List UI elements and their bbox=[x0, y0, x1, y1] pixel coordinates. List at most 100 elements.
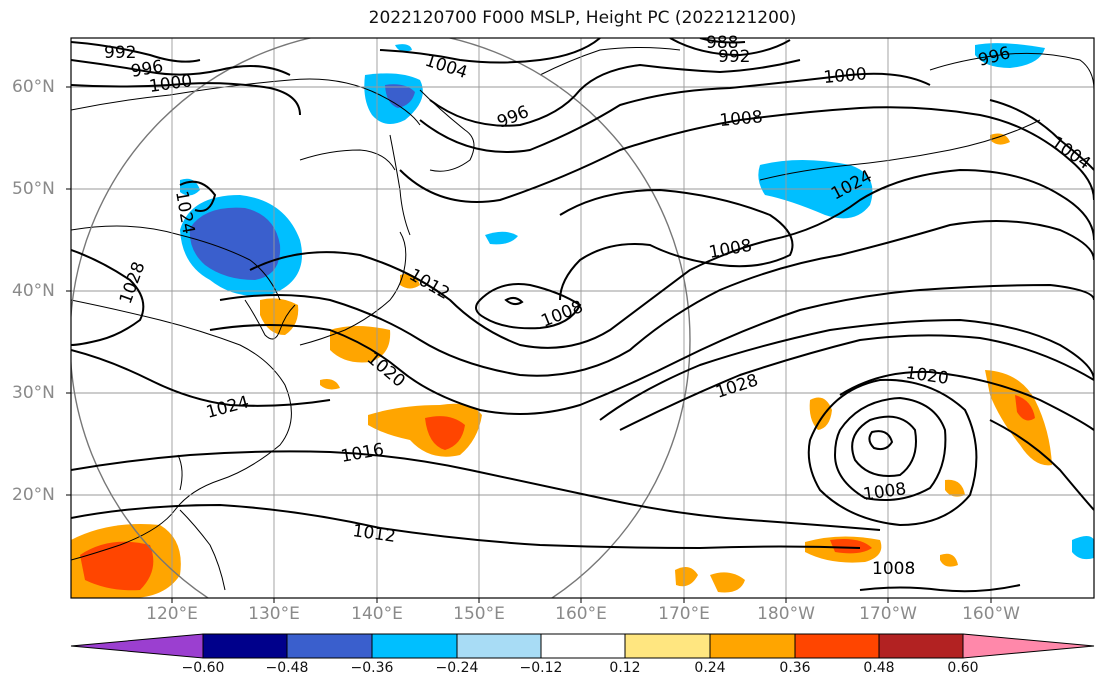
pos-anomaly-scs-core bbox=[80, 541, 154, 591]
neg-anomaly-small-1 bbox=[485, 231, 518, 245]
lon-label: 170°W bbox=[859, 604, 917, 624]
colorbar-extend-high bbox=[962, 633, 1095, 659]
colorbar bbox=[70, 633, 1095, 659]
isobar-1024-west bbox=[71, 349, 331, 407]
colorbar-bin bbox=[456, 633, 542, 659]
coast-chukotka bbox=[539, 47, 681, 76]
isobar-988-n bbox=[699, 38, 746, 44]
isobar-1012-main bbox=[249, 168, 1094, 349]
colorbar-tick-label: −0.48 bbox=[265, 660, 309, 676]
pos-anomaly-south-4 bbox=[940, 553, 958, 567]
isobar-992-nw bbox=[71, 41, 201, 63]
isobar-1016-hawaii bbox=[807, 378, 978, 527]
neg-anomaly-manchuria-core bbox=[189, 207, 281, 280]
lon-label: 130°E bbox=[248, 604, 300, 624]
colorbar-bin bbox=[540, 633, 626, 659]
pos-anomaly-hawaii-west-core bbox=[830, 539, 872, 554]
contour-label: 1024 bbox=[171, 189, 198, 235]
isobar-1004-russia bbox=[179, 180, 217, 212]
colorbar-extend-low bbox=[70, 633, 204, 659]
contour-label: 1008 bbox=[707, 236, 753, 263]
colorbar-bin bbox=[371, 633, 458, 659]
contour-label: 1028 bbox=[116, 259, 150, 306]
isobar-1008-main bbox=[399, 106, 1094, 203]
isobar-1024-inner bbox=[599, 318, 1094, 421]
isobar-1016-east bbox=[989, 419, 1094, 511]
isobar-1000-nw bbox=[71, 82, 301, 116]
contour-label: 1004 bbox=[422, 51, 469, 83]
colorbar-bin bbox=[878, 633, 964, 659]
lat-label: 20°N bbox=[12, 485, 55, 505]
isobar-1008-low-inner bbox=[504, 296, 524, 306]
colorbar-tick-label: 0.12 bbox=[609, 660, 641, 676]
isobar-1028-west bbox=[71, 249, 145, 346]
isobar-1008-low bbox=[475, 283, 582, 330]
map-frame bbox=[70, 37, 1095, 599]
pos-anomaly-pacific-west bbox=[368, 403, 482, 457]
colorbar-tick-label: −0.12 bbox=[519, 660, 563, 676]
isobar-996-center bbox=[429, 59, 801, 127]
colorbar-tick-label: 0.36 bbox=[779, 660, 811, 676]
lon-label: 140°E bbox=[351, 604, 403, 624]
plot-title: 2022120700 F000 MSLP, Height PC (2022121… bbox=[368, 8, 797, 28]
pos-anomaly-dateline bbox=[809, 397, 832, 430]
colorbar-tick-label: −0.36 bbox=[350, 660, 394, 676]
isobars bbox=[71, 38, 1094, 593]
contour-label: 1008 bbox=[872, 559, 915, 579]
isobar-1008-hawaii-inner bbox=[868, 430, 894, 451]
contour-label: 1016 bbox=[339, 440, 385, 467]
neg-anomaly-southeast bbox=[1072, 536, 1094, 560]
pos-anomaly-east bbox=[985, 370, 1052, 466]
pos-anomaly-south-2 bbox=[710, 572, 745, 593]
colorbar-bin bbox=[624, 633, 711, 659]
coast-okhotsk bbox=[299, 149, 396, 171]
pos-anomaly-east-core bbox=[1015, 395, 1035, 421]
pos-anomaly-south-1 bbox=[675, 566, 698, 587]
graticule bbox=[71, 38, 1094, 598]
colorbar-bin bbox=[286, 633, 373, 659]
isobar-1028-inner bbox=[619, 334, 1094, 431]
contour-label: 1008 bbox=[862, 479, 908, 505]
isobar-1000-center bbox=[419, 72, 931, 153]
contour-label: 1008 bbox=[538, 297, 586, 332]
contour-label: 1020 bbox=[363, 349, 409, 392]
isobar-1008-ne bbox=[559, 188, 794, 301]
contour-label: 1012 bbox=[351, 521, 397, 547]
lat-label: 40°N bbox=[12, 281, 55, 301]
colorbar-bin bbox=[794, 633, 880, 659]
coast-taiwan bbox=[177, 454, 183, 491]
contour-label: 1012 bbox=[406, 265, 453, 304]
contour-label: 996 bbox=[494, 102, 532, 133]
isobar-1004-n bbox=[379, 38, 601, 64]
coast-japan bbox=[299, 231, 407, 346]
isobar-1016-main bbox=[219, 220, 1094, 377]
contour-label: 1020 bbox=[904, 363, 950, 389]
pos-anomaly-japan bbox=[260, 298, 299, 335]
isobar-1012-south bbox=[71, 503, 861, 550]
coast-alaska bbox=[929, 52, 1094, 91]
pos-anomaly-small-3 bbox=[990, 133, 1010, 145]
colorbar-tick-label: 0.48 bbox=[863, 660, 895, 676]
isobar-1020-main bbox=[209, 283, 1094, 415]
colorbar-bin bbox=[202, 633, 288, 659]
colorbar-bin bbox=[709, 633, 796, 659]
isobar-1020-south bbox=[839, 370, 1094, 431]
isobar-1008-south bbox=[859, 584, 1021, 593]
lon-label: 120°E bbox=[146, 604, 198, 624]
anomaly-shading bbox=[71, 43, 1094, 598]
coast-russia-north bbox=[71, 78, 421, 126]
isobar-992-n bbox=[669, 38, 791, 57]
coast-sakhalin bbox=[389, 134, 411, 236]
coast-kamchatka bbox=[419, 89, 475, 172]
lon-label: 180°W bbox=[757, 604, 815, 624]
lat-label: 50°N bbox=[12, 179, 55, 199]
contour-label: 992 bbox=[718, 47, 750, 67]
reference-circle bbox=[71, 38, 691, 598]
neg-anomaly-small-3 bbox=[395, 44, 412, 52]
isobar-1012-hawaii bbox=[833, 396, 947, 501]
neg-anomaly-alaska bbox=[975, 43, 1045, 68]
contour-label: 1024 bbox=[204, 392, 251, 423]
isobar-996-nw bbox=[71, 59, 291, 76]
lat-label: 60°N bbox=[12, 77, 55, 97]
